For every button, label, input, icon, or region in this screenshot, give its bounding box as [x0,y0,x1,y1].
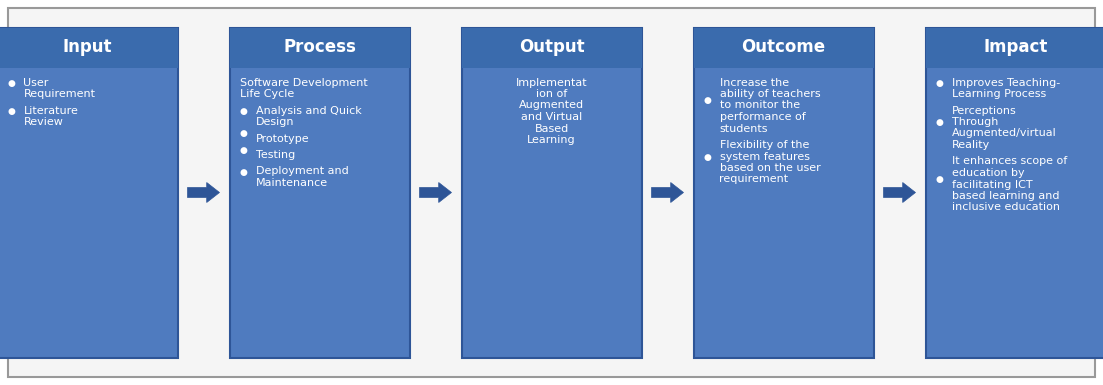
Text: ●: ● [8,79,15,88]
Text: Analysis and Quick: Analysis and Quick [256,105,362,116]
Text: Requirement: Requirement [23,89,96,99]
Text: requirement: requirement [719,174,789,184]
Text: Life Cycle: Life Cycle [239,89,293,99]
FancyBboxPatch shape [694,27,874,358]
Text: facilitating ICT: facilitating ICT [952,179,1032,189]
FancyBboxPatch shape [694,27,874,67]
Text: Outcome: Outcome [741,38,825,57]
FancyBboxPatch shape [925,27,1103,67]
Text: to monitor the: to monitor the [719,100,800,110]
Text: Implementat: Implementat [516,77,587,87]
Text: ●: ● [935,118,943,127]
Text: Literature: Literature [23,105,78,116]
Polygon shape [652,182,684,203]
Text: Testing: Testing [256,150,295,160]
Text: Learning: Learning [527,135,576,145]
Text: ●: ● [8,107,15,116]
Text: Prototype: Prototype [256,134,309,144]
Text: Software Development: Software Development [239,77,367,87]
Text: Improves Teaching-: Improves Teaching- [952,77,1060,87]
Text: Perceptions: Perceptions [952,105,1016,116]
Text: ability of teachers: ability of teachers [719,89,821,99]
Text: ●: ● [935,175,943,184]
Text: and Virtual: and Virtual [521,112,582,122]
Text: ●: ● [704,96,711,105]
Text: Input: Input [63,38,113,57]
Text: Maintenance: Maintenance [256,178,328,188]
Text: Through: Through [952,117,998,127]
Text: Review: Review [23,117,63,127]
Text: It enhances scope of: It enhances scope of [952,156,1067,166]
Text: Design: Design [256,117,295,127]
FancyBboxPatch shape [0,27,178,358]
Text: Reality: Reality [952,140,989,150]
Text: Increase the: Increase the [719,77,789,87]
Text: Augmented/virtual: Augmented/virtual [952,129,1057,139]
Text: Deployment and: Deployment and [256,166,349,176]
Text: based learning and: based learning and [952,191,1059,201]
Text: education by: education by [952,168,1024,178]
FancyBboxPatch shape [461,27,642,358]
FancyBboxPatch shape [461,27,642,67]
Polygon shape [884,182,915,203]
Text: system features: system features [719,152,810,161]
Text: Impact: Impact [983,38,1048,57]
FancyBboxPatch shape [229,27,409,67]
FancyBboxPatch shape [8,8,1095,377]
Text: students: students [719,124,768,134]
Text: ●: ● [239,129,247,138]
Text: performance of: performance of [719,112,805,122]
Text: Based: Based [534,124,569,134]
Polygon shape [419,182,451,203]
Text: inclusive education: inclusive education [952,203,1060,213]
Text: ●: ● [704,153,711,162]
FancyBboxPatch shape [0,27,178,67]
Text: Process: Process [283,38,356,57]
Text: Learning Process: Learning Process [952,89,1046,99]
Text: Augmented: Augmented [518,100,585,110]
Text: based on the user: based on the user [719,163,821,173]
FancyBboxPatch shape [229,27,409,358]
Text: User: User [23,77,49,87]
Text: Output: Output [518,38,585,57]
Text: Flexibility of the: Flexibility of the [719,140,808,150]
Text: ●: ● [239,168,247,177]
Text: ion of: ion of [536,89,567,99]
Text: ●: ● [239,107,247,116]
Text: ●: ● [935,79,943,88]
FancyBboxPatch shape [925,27,1103,358]
Text: ●: ● [239,146,247,154]
Polygon shape [188,182,219,203]
